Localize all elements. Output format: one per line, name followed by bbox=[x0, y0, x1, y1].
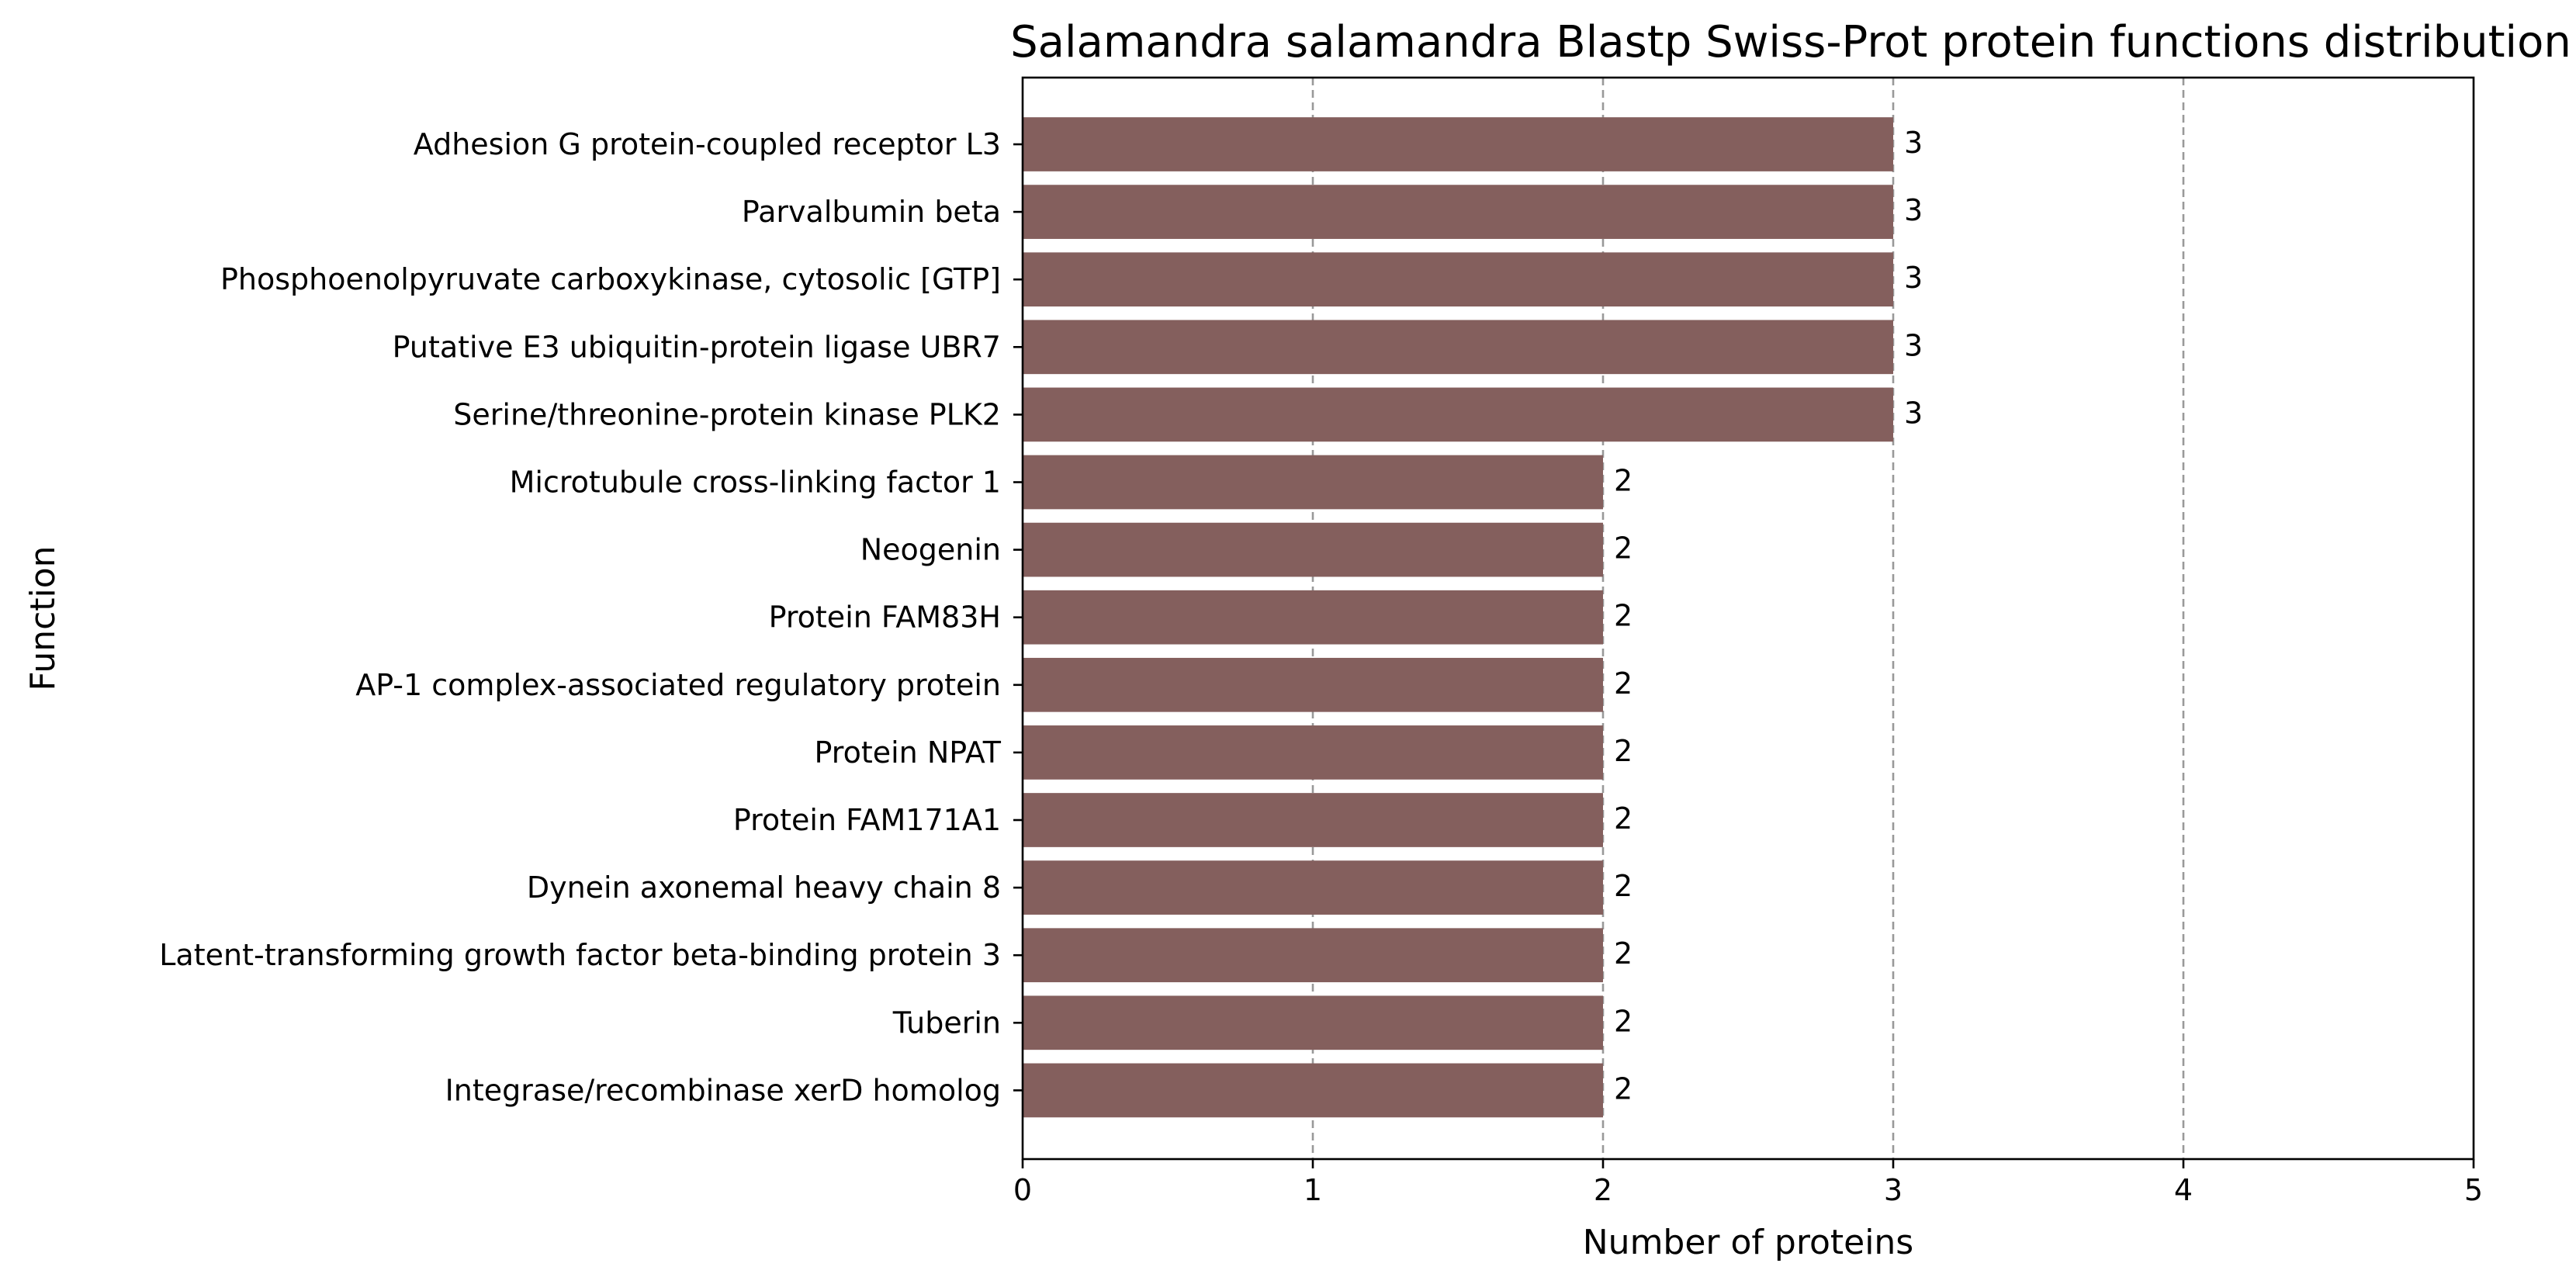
y-tick-label: Integrase/recombinase xerD homolog bbox=[445, 1073, 1001, 1107]
bar-11 bbox=[1023, 793, 1603, 847]
data-label: 2 bbox=[1614, 599, 1633, 633]
bar-6 bbox=[1023, 455, 1603, 510]
x-axis-label: Number of proteins bbox=[1583, 1223, 1913, 1262]
bar-8 bbox=[1023, 590, 1603, 645]
data-label: 2 bbox=[1614, 936, 1633, 971]
y-tick-label: Phosphoenolpyruvate carboxykinase, cytos… bbox=[220, 262, 1001, 296]
x-tick-label: 4 bbox=[2174, 1173, 2193, 1207]
bars bbox=[1023, 117, 1893, 1118]
bar-9 bbox=[1023, 657, 1603, 712]
bar-7 bbox=[1023, 522, 1603, 577]
bar-5 bbox=[1023, 387, 1893, 442]
bar-4 bbox=[1023, 320, 1893, 375]
y-tick-label: Protein FAM83H bbox=[769, 600, 1001, 635]
bar-15 bbox=[1023, 1063, 1603, 1118]
x-tick-label: 0 bbox=[1013, 1173, 1032, 1207]
x-tick-label: 5 bbox=[2464, 1173, 2483, 1207]
y-tick-label: Microtubule cross-linking factor 1 bbox=[510, 465, 1001, 500]
data-label: 2 bbox=[1614, 464, 1633, 498]
data-label: 3 bbox=[1904, 126, 1923, 160]
x-tick-label: 3 bbox=[1884, 1173, 1903, 1207]
y-tick-label: Dynein axonemal heavy chain 8 bbox=[527, 870, 1001, 905]
x-tick-label: 1 bbox=[1304, 1173, 1322, 1207]
data-label: 3 bbox=[1904, 396, 1923, 430]
y-tick-label: Adhesion G protein-coupled receptor L3 bbox=[414, 127, 1001, 161]
y-tick-label: AP-1 complex-associated regulatory prote… bbox=[355, 668, 1001, 702]
data-label: 3 bbox=[1904, 328, 1923, 362]
y-axis-ticks: Adhesion G protein-coupled receptor L3 Pa… bbox=[159, 127, 1023, 1107]
x-axis-ticks: 0 1 2 3 4 5 bbox=[1013, 1159, 2483, 1207]
y-tick-label: Tuberin bbox=[892, 1005, 1001, 1040]
bar-12 bbox=[1023, 860, 1603, 915]
y-tick-label: Latent-transforming growth factor beta-b… bbox=[159, 938, 1001, 972]
data-label: 2 bbox=[1614, 869, 1633, 903]
y-axis-label: Function bbox=[23, 545, 63, 690]
data-label: 3 bbox=[1904, 193, 1923, 227]
data-label: 2 bbox=[1614, 1071, 1633, 1106]
bar-10 bbox=[1023, 725, 1603, 780]
y-tick-label: Parvalbumin beta bbox=[742, 195, 1001, 229]
data-label: 2 bbox=[1614, 734, 1633, 768]
data-label: 3 bbox=[1904, 261, 1923, 295]
chart-title: Salamandra salamandra Blastp Swiss-Prot … bbox=[1010, 17, 2571, 67]
y-tick-label: Protein FAM171A1 bbox=[733, 803, 1001, 837]
y-tick-label: Neogenin bbox=[860, 533, 1001, 567]
data-label: 2 bbox=[1614, 531, 1633, 566]
x-tick-label: 2 bbox=[1594, 1173, 1612, 1207]
data-label: 2 bbox=[1614, 801, 1633, 836]
data-labels: 3 3 3 3 3 2 2 2 2 2 2 2 2 2 2 bbox=[1614, 126, 1923, 1106]
data-label: 2 bbox=[1614, 1004, 1633, 1038]
y-tick-label: Putative E3 ubiquitin-protein ligase UBR… bbox=[393, 330, 1001, 364]
bar-13 bbox=[1023, 928, 1603, 983]
y-tick-label: Serine/threonine-protein kinase PLK2 bbox=[453, 397, 1001, 431]
bar-14 bbox=[1023, 995, 1603, 1050]
bar-1 bbox=[1023, 117, 1893, 171]
bar-2 bbox=[1023, 185, 1893, 239]
bar-3 bbox=[1023, 252, 1893, 307]
data-label: 2 bbox=[1614, 666, 1633, 701]
y-tick-label: Protein NPAT bbox=[815, 735, 1002, 770]
